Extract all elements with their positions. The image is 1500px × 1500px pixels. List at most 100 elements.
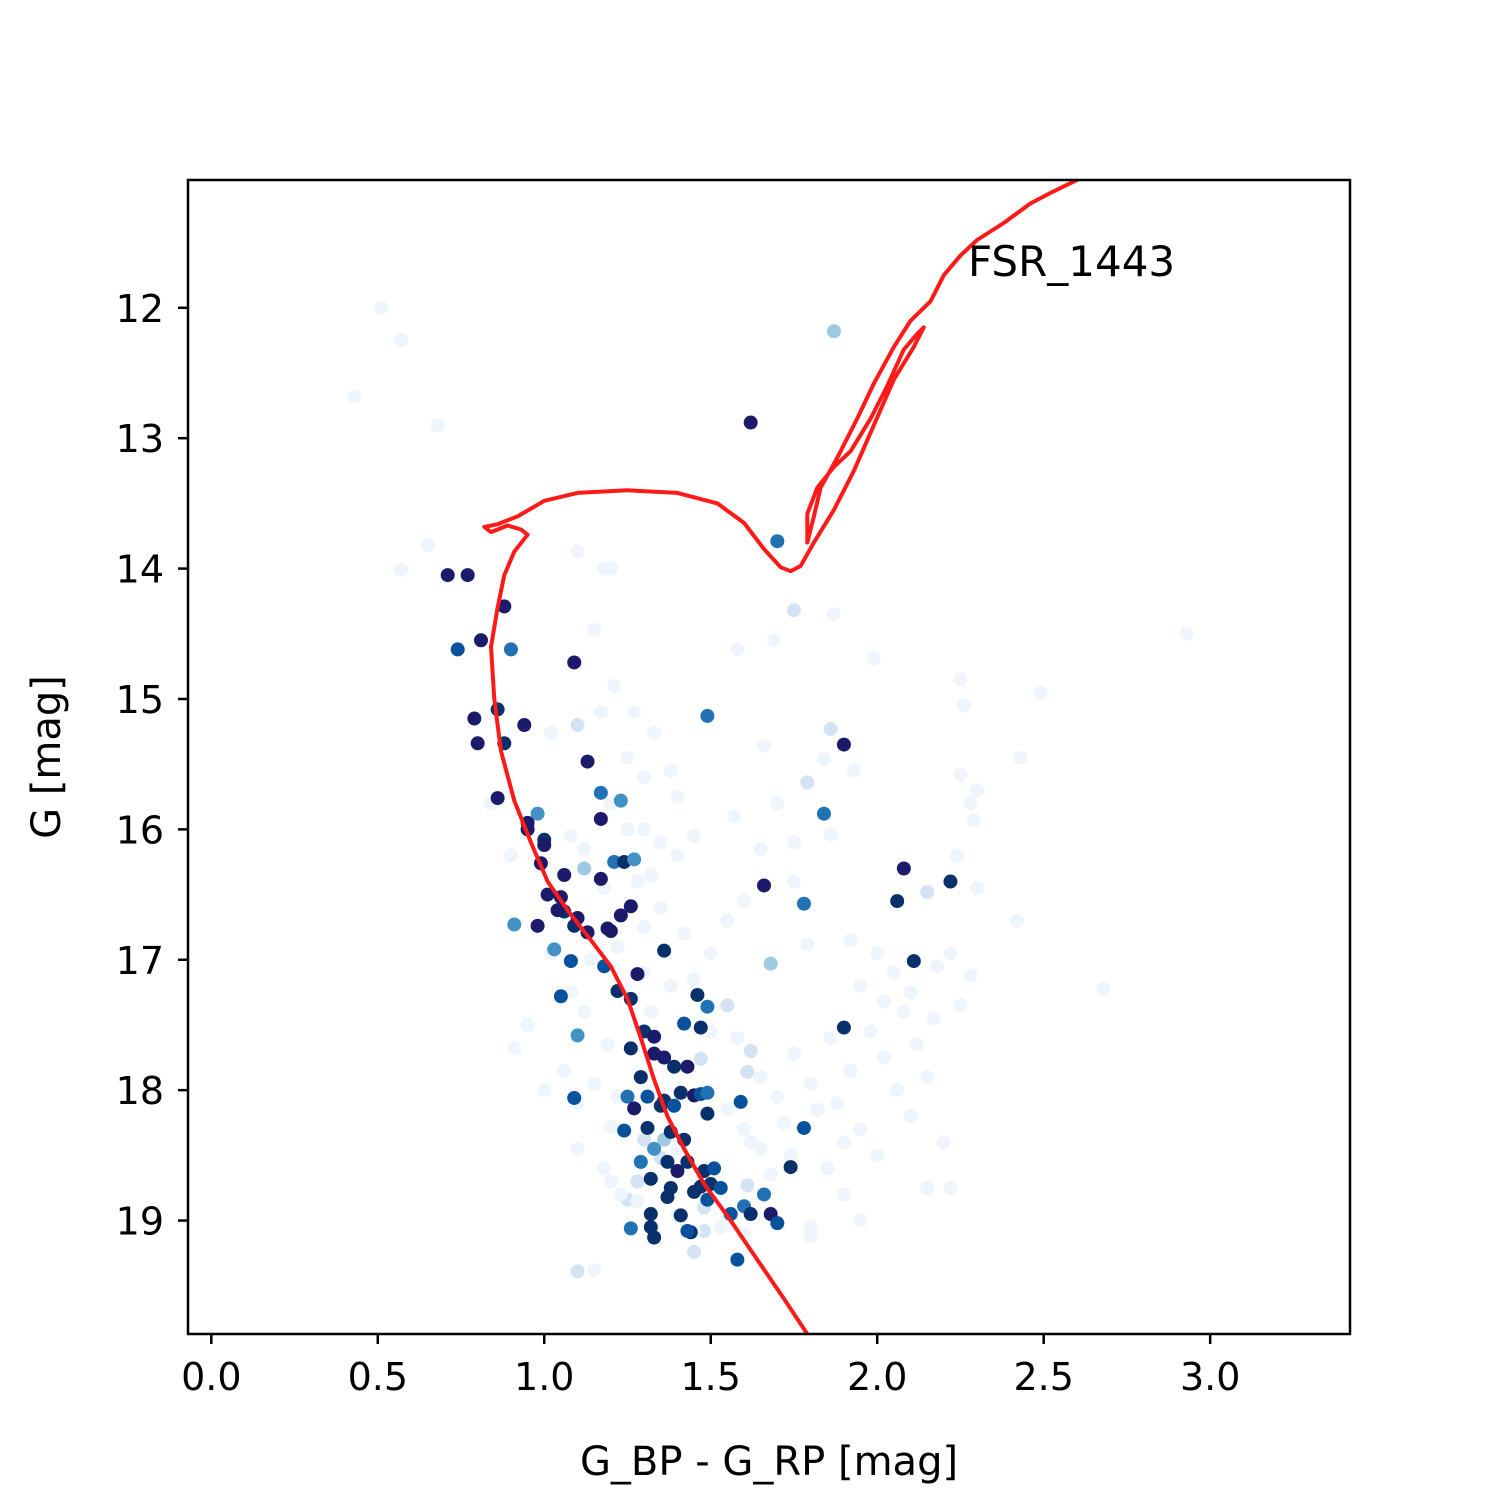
field-star-point xyxy=(823,827,838,842)
field-star-point xyxy=(637,770,652,785)
field-star-point xyxy=(963,796,978,811)
field-star-point xyxy=(603,561,618,576)
y-tick-label: 19 xyxy=(116,1200,164,1244)
field-star-point xyxy=(570,1264,585,1279)
member-star-point xyxy=(700,1085,715,1100)
field-star-point xyxy=(627,705,642,720)
member-star-point xyxy=(567,655,582,670)
y-tick-label: 12 xyxy=(116,287,164,331)
field-star-point xyxy=(620,822,635,837)
member-star-point xyxy=(580,754,595,769)
member-star-point xyxy=(743,415,758,430)
field-star-point xyxy=(1010,913,1025,928)
member-star-point xyxy=(680,1059,695,1074)
member-star-point xyxy=(673,1085,688,1100)
field-star-point xyxy=(503,848,518,863)
member-star-point xyxy=(673,1208,688,1223)
member-star-point xyxy=(700,1106,715,1121)
field-star-point xyxy=(963,968,978,983)
field-star-point xyxy=(903,1109,918,1124)
field-star-point xyxy=(823,721,838,736)
x-axis-ticks: 0.0 0.5 1.0 1.5 2.0 2.5 3.0 xyxy=(181,1334,1240,1399)
member-star-point xyxy=(896,861,911,876)
field-star-point xyxy=(953,998,968,1013)
field-star-point xyxy=(770,1089,785,1104)
member-star-point xyxy=(700,999,715,1014)
field-star-point xyxy=(870,946,885,961)
field-star-point xyxy=(953,672,968,687)
field-star-point xyxy=(920,1070,935,1085)
field-star-point xyxy=(803,1229,818,1244)
field-star-point xyxy=(786,835,801,850)
member-star-point xyxy=(667,1098,682,1113)
x-tick-label: 1.0 xyxy=(514,1355,574,1399)
field-star-point xyxy=(776,1115,791,1130)
field-star-point xyxy=(766,633,781,648)
member-star-point xyxy=(517,718,532,733)
field-star-point xyxy=(863,1024,878,1039)
field-star-point xyxy=(647,725,662,740)
member-star-point xyxy=(490,791,505,806)
field-star-point xyxy=(800,775,815,790)
member-star-point xyxy=(577,861,592,876)
member-star-point xyxy=(540,887,555,902)
field-star-point xyxy=(1033,685,1048,700)
x-tick-label: 0.0 xyxy=(181,1355,241,1399)
member-star-point xyxy=(470,736,485,751)
member-star-point xyxy=(570,1028,585,1043)
field-star-point xyxy=(630,1193,645,1208)
member-star-point xyxy=(467,711,482,726)
y-tick-label: 13 xyxy=(116,417,164,461)
field-star-point xyxy=(830,1096,845,1111)
field-star-point xyxy=(846,763,861,778)
field-star-point xyxy=(950,848,965,863)
field-star-point xyxy=(653,835,668,850)
member-star-point xyxy=(620,1089,635,1104)
field-star-point xyxy=(920,884,935,899)
member-star-point xyxy=(563,954,578,969)
member-star-point xyxy=(593,785,608,800)
field-star-point xyxy=(876,1050,891,1065)
field-star-point xyxy=(730,642,745,657)
field-star-point xyxy=(820,1161,835,1176)
field-star-point xyxy=(936,1135,951,1150)
field-star-point xyxy=(930,959,945,974)
member-star-point xyxy=(503,642,518,657)
member-star-point xyxy=(670,1164,685,1179)
member-star-point xyxy=(680,1223,695,1238)
field-star-point xyxy=(600,1037,615,1052)
member-star-point xyxy=(593,871,608,886)
field-star-point xyxy=(953,767,968,782)
field-star-point xyxy=(663,978,678,993)
field-star-point xyxy=(890,1083,905,1098)
field-star-point xyxy=(543,725,558,740)
member-star-point xyxy=(460,568,475,583)
y-tick-label: 14 xyxy=(116,548,164,592)
field-star-point xyxy=(587,1076,602,1091)
field-star-point xyxy=(720,998,735,1013)
field-star-point xyxy=(910,1037,925,1052)
field-star-point xyxy=(663,763,678,778)
field-star-point xyxy=(763,1167,778,1182)
field-star-point xyxy=(703,946,718,961)
field-star-point xyxy=(1096,981,1111,996)
member-star-point xyxy=(657,1050,672,1065)
field-star-point xyxy=(537,1083,552,1098)
field-star-point xyxy=(943,1180,958,1195)
field-star-point xyxy=(720,1102,735,1117)
field-star-point xyxy=(740,1064,755,1079)
field-star-point xyxy=(394,562,409,577)
field-star-point xyxy=(713,1220,728,1235)
field-star-point xyxy=(970,783,985,798)
member-star-point xyxy=(617,1123,632,1138)
member-star-point xyxy=(450,642,465,657)
y-tick-label: 16 xyxy=(116,808,164,852)
field-star-point xyxy=(966,813,981,828)
cluster-name-annotation: FSR_1443 xyxy=(968,237,1175,286)
field-star-point xyxy=(1013,750,1028,765)
member-star-point xyxy=(647,1029,662,1044)
member-star-point xyxy=(796,1120,811,1135)
field-star-point xyxy=(920,1180,935,1195)
